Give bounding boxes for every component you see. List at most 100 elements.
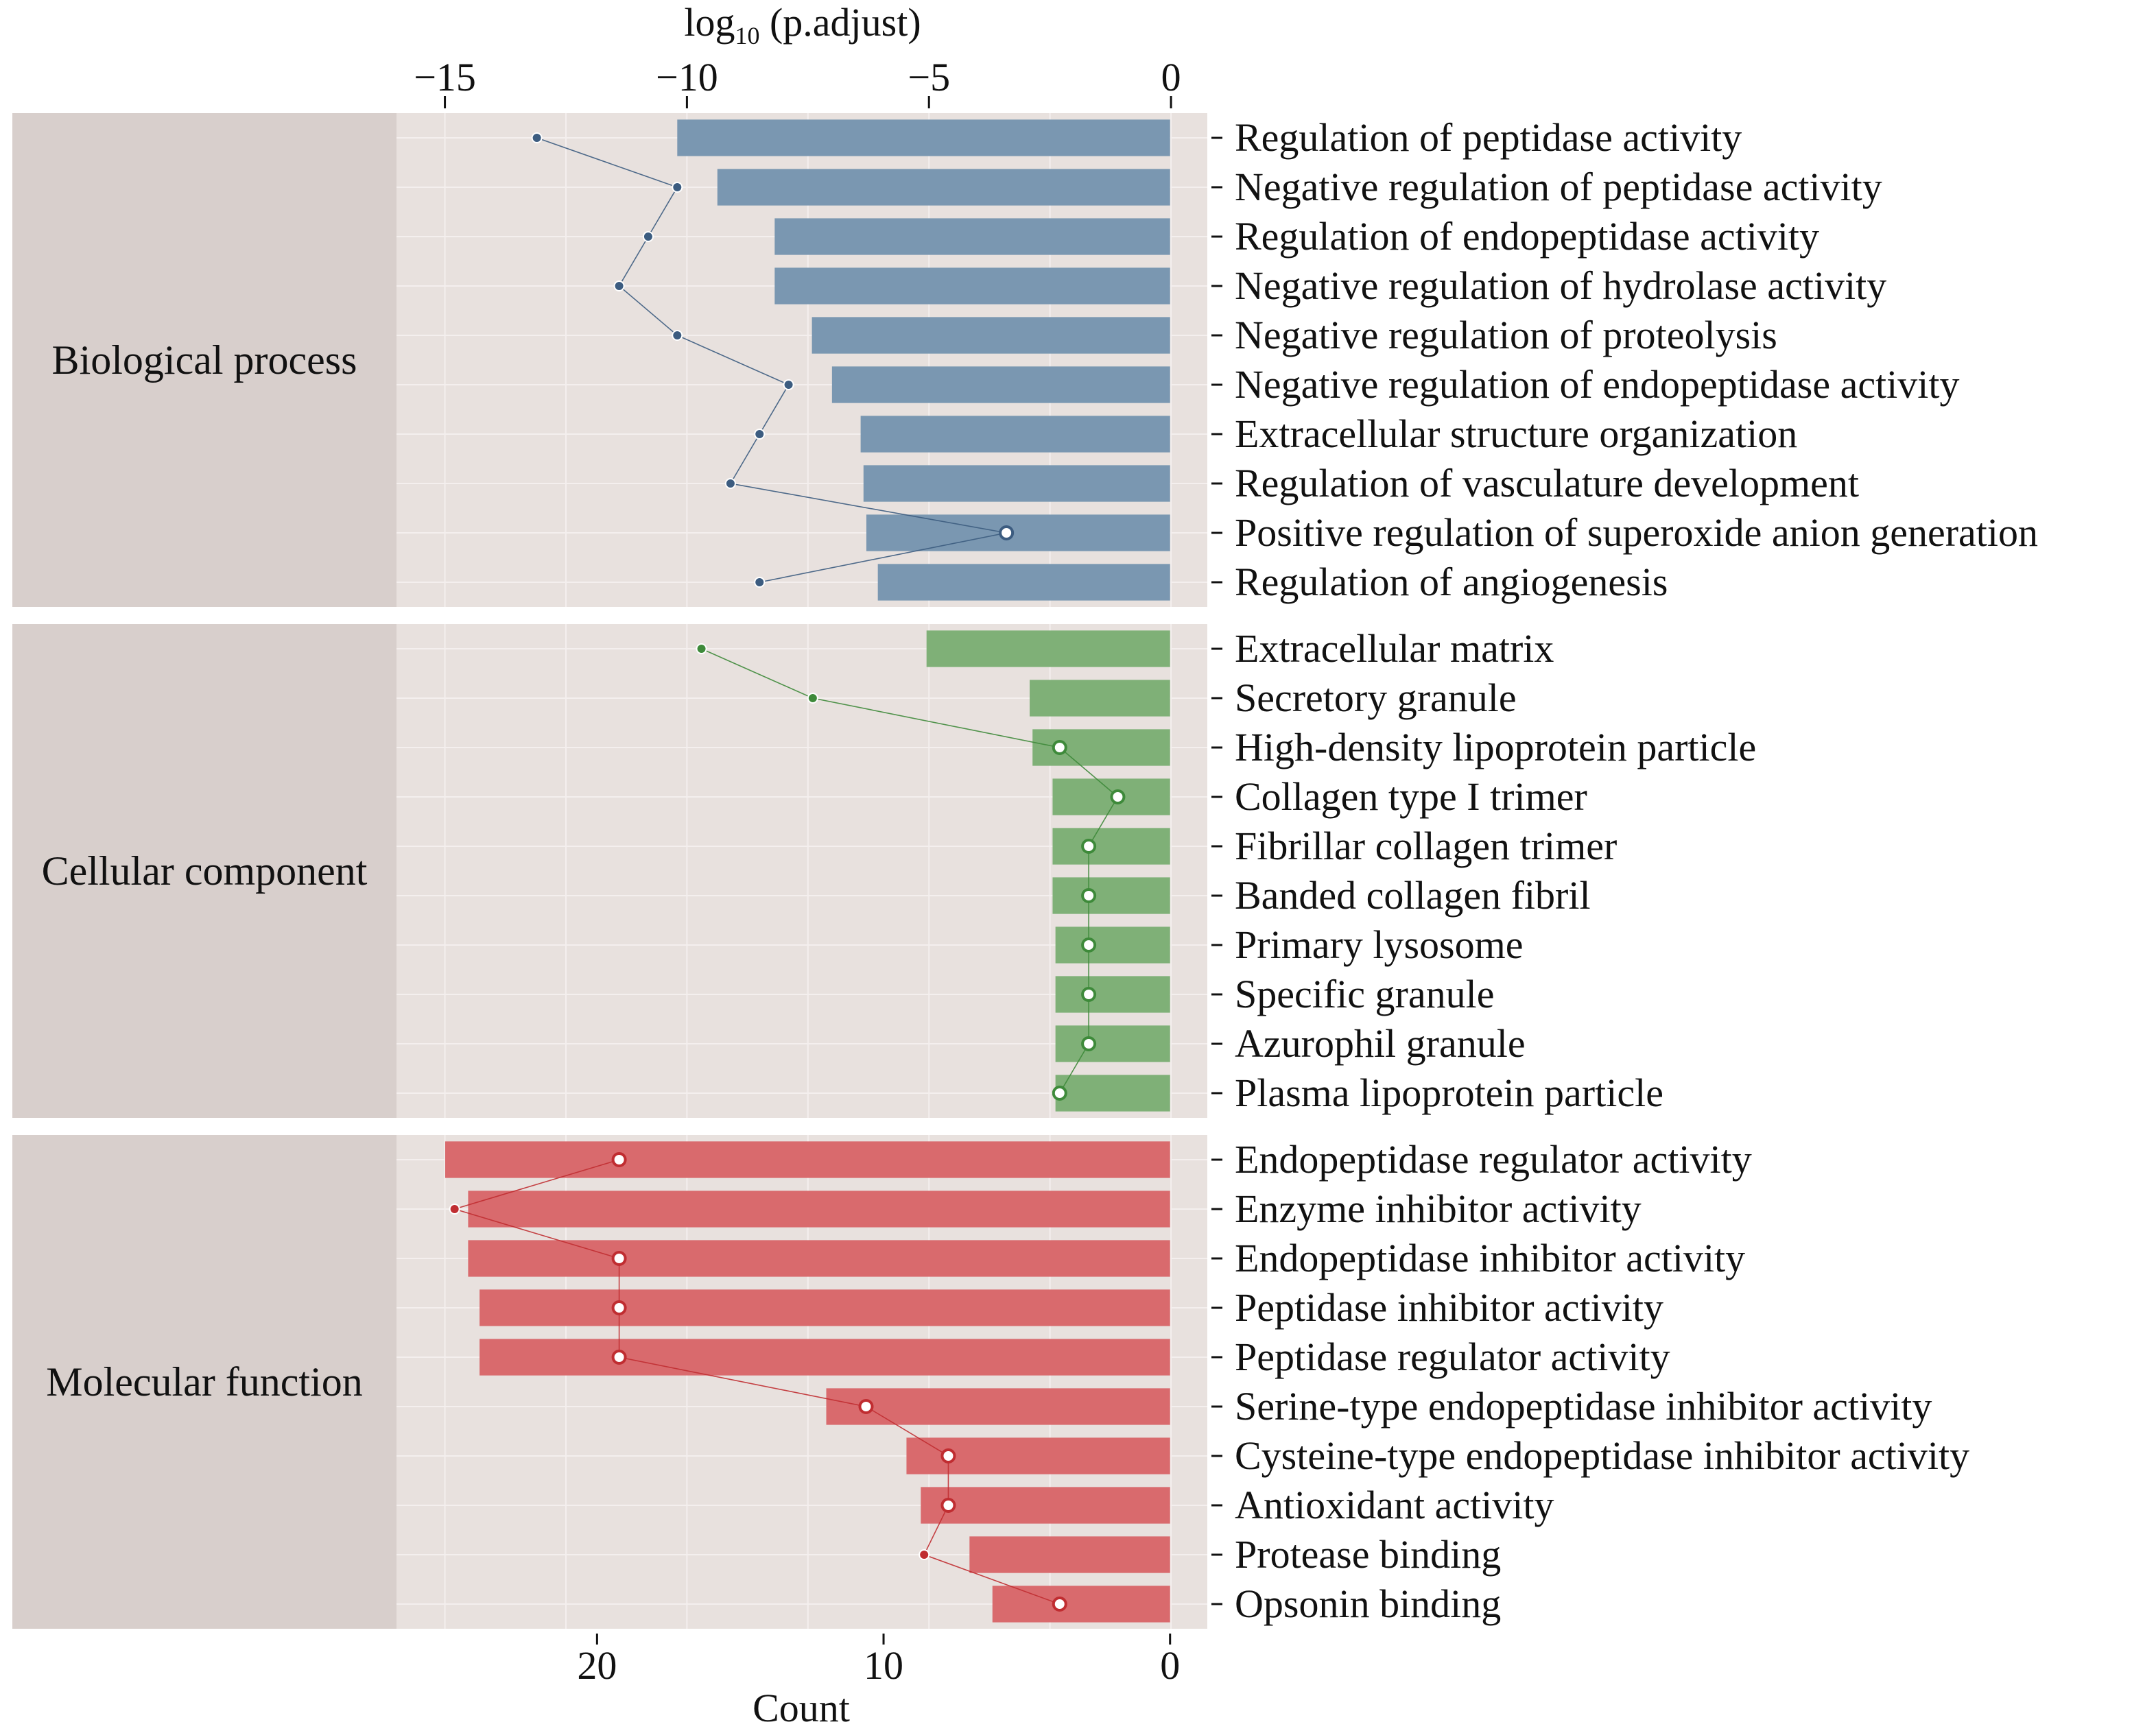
term-label: Regulation of angiogenesis (1235, 560, 1668, 604)
bar (774, 267, 1170, 304)
term-label: Extracellular matrix (1235, 626, 1554, 671)
term-label: Specific granule (1235, 972, 1494, 1016)
padj-point (1052, 1086, 1067, 1101)
top-tick-label: 0 (1161, 55, 1181, 99)
term-label: Regulation of peptidase activity (1235, 115, 1742, 160)
term-label: Negative regulation of proteolysis (1235, 313, 1777, 357)
padj-point (783, 379, 794, 390)
padj-point (611, 1152, 627, 1167)
group-strip (12, 624, 396, 1118)
padj-point (1081, 937, 1097, 953)
padj-point (642, 231, 654, 242)
padj-point (449, 1204, 460, 1215)
bar (1052, 877, 1170, 914)
term-label: Negative regulation of peptidase activit… (1235, 165, 1882, 209)
padj-point (919, 1549, 930, 1560)
bottom-tick-label: 20 (577, 1643, 617, 1688)
padj-line (536, 137, 1007, 583)
top-tick-label: −15 (414, 55, 476, 99)
padj-point (940, 1498, 956, 1513)
bottom-axis-title: Count (753, 1686, 850, 1730)
padj-point (672, 182, 683, 193)
padj-point (611, 1251, 627, 1266)
bar (1055, 1025, 1170, 1062)
padj-point (1081, 987, 1097, 1002)
bar (992, 1586, 1170, 1623)
term-label: Secretory granule (1235, 676, 1517, 720)
term-label: Negative regulation of endopeptidase act… (1235, 362, 1960, 407)
group-label: Molecular function (46, 1359, 363, 1405)
term-label: Regulation of vasculature development (1235, 461, 1859, 505)
bar (479, 1339, 1170, 1376)
bar (1055, 976, 1170, 1013)
padj-point (672, 330, 683, 341)
bar (445, 1141, 1170, 1178)
bar (826, 1388, 1170, 1425)
top-axis-title: log10 (p.adjust) (684, 0, 921, 49)
padj-point (858, 1399, 874, 1414)
padj-line (452, 1159, 1061, 1605)
padj-point (754, 577, 766, 588)
term-label: Azurophil granule (1235, 1021, 1526, 1066)
term-label: Banded collagen fibril (1235, 873, 1591, 918)
padj-point (940, 1448, 956, 1463)
bar (1055, 1075, 1170, 1112)
term-label: Negative regulation of hydrolase activit… (1235, 263, 1886, 308)
bar (468, 1191, 1170, 1228)
term-label: Collagen type I trimer (1235, 774, 1587, 819)
padj-point (1081, 1036, 1097, 1051)
bottom-axis: Count 20 10 0 (577, 1634, 1180, 1730)
padj-point (1081, 888, 1097, 903)
bars (445, 119, 1170, 1623)
term-label: Primary lysosome (1235, 922, 1523, 967)
term-label: Cysteine-type endopeptidase inhibitor ac… (1235, 1433, 1969, 1478)
bar (774, 218, 1170, 255)
term-label: Extracellular structure organization (1235, 411, 1797, 456)
padj-point (613, 280, 625, 291)
bar (926, 630, 1170, 667)
padj-point (611, 1300, 627, 1315)
padj-point (1052, 1597, 1067, 1612)
term-label: Regulation of endopeptidase activity (1235, 214, 1819, 259)
bar (479, 1289, 1170, 1326)
bar (1055, 927, 1170, 964)
padj-point (724, 478, 736, 489)
group-strips: Biological process Cellular component Mole… (12, 113, 396, 1629)
padj-point (531, 132, 543, 143)
bar (1030, 680, 1170, 717)
bar (1052, 828, 1170, 865)
bar (866, 514, 1170, 551)
term-label: Opsonin binding (1235, 1581, 1501, 1626)
bar (677, 119, 1170, 156)
padj-points (449, 132, 1126, 1612)
padj-point (999, 525, 1015, 540)
bar (863, 465, 1170, 502)
bottom-tick-label: 10 (864, 1643, 903, 1688)
top-axis: log10 (p.adjust) −15 −10 −5 0 (414, 0, 1181, 108)
term-label: Antioxidant activity (1235, 1483, 1554, 1527)
term-label: Enzyme inhibitor activity (1235, 1186, 1642, 1231)
top-tick-label: −10 (656, 55, 718, 99)
bottom-tick-label: 0 (1160, 1643, 1180, 1688)
group-label: Cellular component (42, 848, 368, 894)
term-labels: Regulation of peptidase activity Negative… (1211, 115, 2038, 1626)
term-label: Endopeptidase regulator activity (1235, 1137, 1752, 1182)
padj-point (1081, 839, 1097, 854)
term-label: Peptidase regulator activity (1235, 1335, 1670, 1379)
term-label: Positive regulation of superoxide anion … (1235, 510, 2038, 555)
padj-lines (452, 137, 1119, 1605)
term-label: Protease binding (1235, 1532, 1501, 1577)
term-label: Endopeptidase inhibitor activity (1235, 1236, 1745, 1280)
term-label: Fibrillar collagen trimer (1235, 824, 1617, 868)
bar (717, 169, 1170, 206)
bar (860, 416, 1170, 453)
bar (921, 1487, 1170, 1524)
term-label: Plasma lipoprotein particle (1235, 1071, 1663, 1115)
term-label: Peptidase inhibitor activity (1235, 1285, 1663, 1330)
padj-point (754, 429, 766, 440)
bar (831, 366, 1170, 403)
bar (877, 564, 1170, 601)
padj-point (611, 1350, 627, 1365)
bar (812, 317, 1170, 354)
